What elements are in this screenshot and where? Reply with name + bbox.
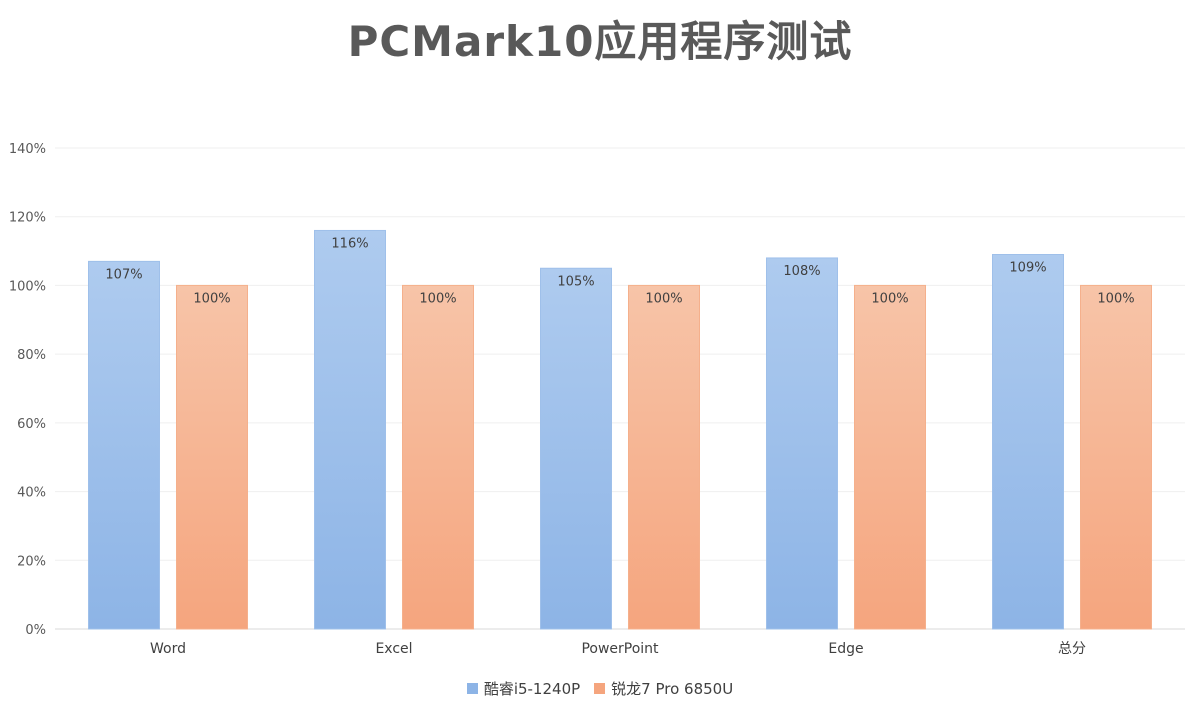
bar-1	[314, 229, 386, 630]
data-label: 100%	[193, 291, 230, 306]
x-tick-label: Edge	[828, 641, 863, 657]
y-tick-label: 100%	[9, 279, 46, 294]
x-tick-label: Word	[150, 641, 186, 657]
bar-1	[540, 267, 612, 630]
data-label: 116%	[331, 236, 368, 251]
y-tick-label: 0%	[25, 623, 46, 638]
x-tick-label: PowerPoint	[581, 641, 659, 657]
legend-swatch-series-2	[594, 683, 606, 694]
y-tick-label: 40%	[17, 486, 46, 501]
data-label: 105%	[557, 274, 594, 289]
data-label: 100%	[871, 291, 908, 306]
chart-legend: 酷睿i5-1240P 锐龙7 Pro 6850U	[0, 678, 1200, 699]
legend-item-series-2: 锐龙7 Pro 6850U	[594, 678, 733, 699]
bar-2	[628, 284, 700, 630]
y-tick-label: 140%	[9, 142, 46, 157]
x-tick-label: 总分	[1058, 641, 1086, 657]
data-label: 108%	[783, 264, 820, 279]
legend-item-series-1: 酷睿i5-1240P	[466, 678, 581, 699]
data-label: 100%	[419, 291, 456, 306]
data-label: 107%	[105, 267, 142, 282]
bar-2	[854, 284, 926, 630]
bar-2	[176, 284, 248, 630]
y-tick-label: 80%	[17, 348, 46, 363]
bar-1	[88, 260, 160, 630]
bar-2	[402, 284, 474, 630]
legend-swatch-series-1	[466, 683, 478, 694]
bar-1	[992, 254, 1064, 630]
data-label: 109%	[1009, 261, 1046, 276]
data-label: 100%	[645, 291, 682, 306]
y-tick-label: 60%	[17, 417, 46, 432]
bar-2	[1080, 284, 1152, 630]
bar-1	[766, 257, 838, 630]
chart-title: PCMark10应用程序测试	[347, 17, 853, 66]
y-tick-label: 120%	[9, 211, 46, 226]
legend-label-series-2: 锐龙7 Pro 6850U	[611, 680, 734, 698]
y-tick-label: 20%	[17, 554, 46, 569]
x-tick-label: Excel	[375, 641, 412, 657]
data-label: 100%	[1097, 291, 1134, 306]
legend-label-series-1: 酷睿i5-1240P	[483, 680, 581, 698]
